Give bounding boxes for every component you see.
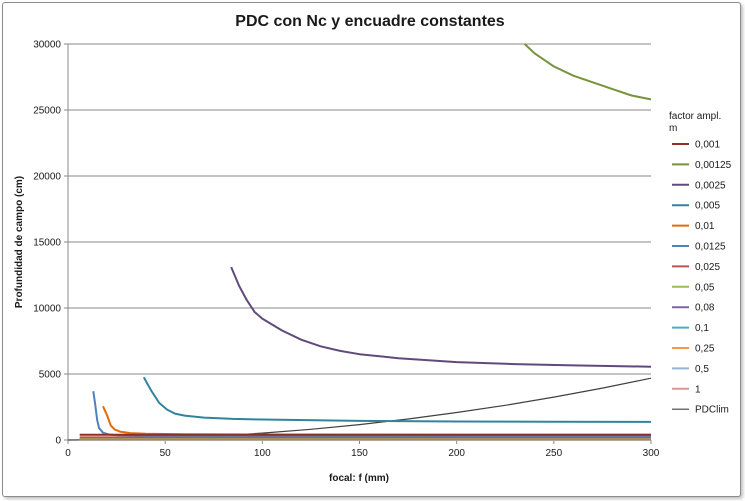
y-tick-label: 20000 xyxy=(33,172,61,183)
legend-label: 0,0025 xyxy=(695,180,726,191)
x-tick-labels: 0 50 100 150 200 250 300 xyxy=(65,448,660,459)
series-line xyxy=(67,377,652,441)
series-line xyxy=(142,376,652,423)
legend-label: 0,08 xyxy=(695,303,715,314)
legend-label: 0,25 xyxy=(695,344,715,355)
chart-title: PDC con Nc y encuadre constantes xyxy=(235,13,505,30)
x-tick-label: 50 xyxy=(160,448,172,459)
legend-label: 0,001 xyxy=(695,140,720,151)
y-tick-label: 15000 xyxy=(33,238,61,249)
y-tick-label: 5000 xyxy=(39,370,62,381)
legend-label: 0,1 xyxy=(695,323,709,334)
series-line xyxy=(524,43,652,101)
x-tick-label: 0 xyxy=(65,448,71,459)
y-tick-labels: 0 5000 10000 15000 20000 25000 30000 xyxy=(33,40,61,447)
legend-title-line2: m xyxy=(669,123,677,134)
series-line xyxy=(230,266,652,368)
legend-label: 0,01 xyxy=(695,221,715,232)
y-axis-label: Profundidad de campo (cm) xyxy=(14,176,25,308)
legend-label: 0,00125 xyxy=(695,160,732,171)
legend-label: 0,0125 xyxy=(695,242,726,253)
legend-label: 0,05 xyxy=(695,282,715,293)
legend: factor ampl. m 0,001 0,00125 0,0025 0,005 0,… xyxy=(669,111,732,416)
plot-area xyxy=(67,43,652,441)
x-tick-label: 250 xyxy=(545,448,562,459)
legend-title-line1: factor ampl. xyxy=(669,111,721,122)
legend-label: 0,5 xyxy=(695,364,709,375)
x-tick-label: 200 xyxy=(448,448,465,459)
y-tick-label: 0 xyxy=(55,436,61,447)
legend-label: 0,025 xyxy=(695,262,720,273)
legend-label: 0,005 xyxy=(695,201,720,212)
legend-label: PDClim xyxy=(695,405,729,416)
x-tick-label: 300 xyxy=(643,448,660,459)
x-tick-label: 100 xyxy=(254,448,271,459)
y-tick-label: 30000 xyxy=(33,40,61,51)
gridlines xyxy=(64,43,652,444)
x-tick-label: 150 xyxy=(351,448,368,459)
legend-label: 1 xyxy=(695,384,701,395)
y-tick-label: 10000 xyxy=(33,304,61,315)
x-axis-label: focal: f (mm) xyxy=(329,473,389,484)
y-tick-label: 25000 xyxy=(33,106,61,117)
